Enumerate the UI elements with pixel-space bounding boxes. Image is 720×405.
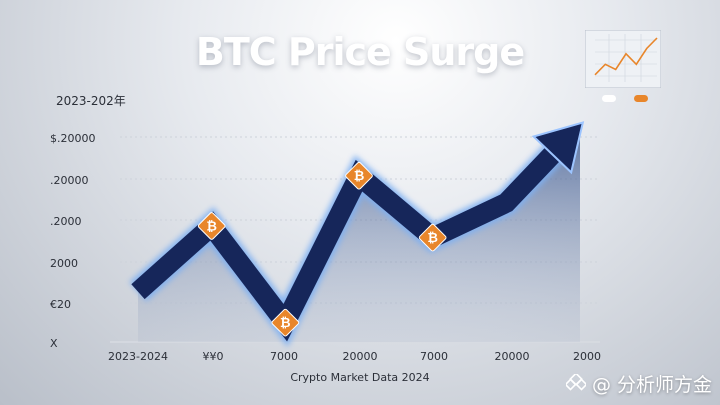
- legend: [602, 95, 648, 102]
- x-tick-label: 7000: [270, 350, 298, 363]
- inset-chart: [585, 30, 661, 88]
- y-tick-label: X: [50, 337, 58, 350]
- y-tick-label: .20000: [50, 174, 89, 187]
- y-axis-caption: 2023-202年: [56, 94, 126, 108]
- x-tick-label: 7000: [420, 350, 448, 363]
- data-markers: ₿ ₿ ₿ ₿: [197, 161, 447, 337]
- y-tick-label: €20: [50, 298, 71, 311]
- x-tick-label: 20000: [342, 350, 378, 363]
- x-tick-label: ¥¥0: [202, 350, 224, 363]
- y-tick-label: $.20000: [50, 132, 96, 145]
- legend-swatch: [602, 95, 616, 102]
- svg-text:₿: ₿: [206, 220, 217, 235]
- diamond-logo-icon: [565, 373, 586, 391]
- svg-text:₿: ₿: [280, 316, 291, 331]
- legend-swatch: [634, 95, 648, 102]
- x-tick-label: 20000: [494, 350, 530, 363]
- watermark-text: @ 分析师方金: [591, 374, 712, 396]
- chart-caption: Crypto Market Data 2024: [290, 371, 430, 384]
- bitcoin-icon: ₿: [418, 223, 447, 252]
- svg-text:₿: ₿: [354, 169, 365, 184]
- chart-title: BTC Price Surge: [195, 30, 525, 74]
- bitcoin-icon: ₿: [197, 212, 226, 240]
- inset-series-line: [594, 37, 658, 76]
- x-tick-label: 2023-2024: [108, 350, 168, 363]
- y-tick-label: .2000: [50, 215, 82, 228]
- y-tick-label: 2000: [50, 257, 78, 270]
- arrowhead: [531, 121, 585, 175]
- bitcoin-icon: ₿: [271, 308, 300, 337]
- bitcoin-icon: ₿: [345, 161, 373, 190]
- x-tick-label: 2000: [573, 350, 601, 363]
- svg-text:₿: ₿: [427, 231, 438, 246]
- watermark: @ 分析师方金: [565, 370, 712, 397]
